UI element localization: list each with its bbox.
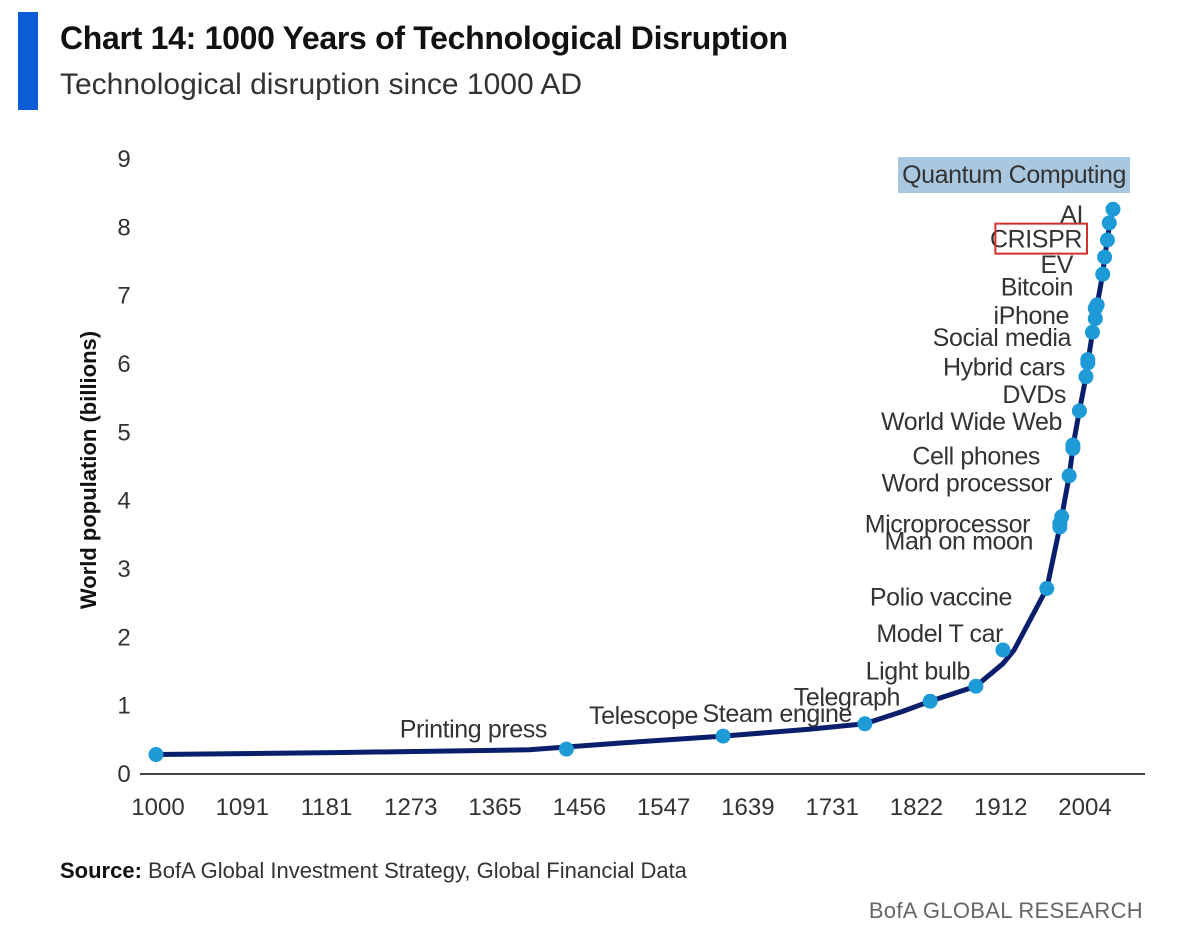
x-tick-label: 1456 (553, 794, 606, 821)
event-label: Telescope (589, 702, 698, 730)
y-tick-label: 3 (117, 556, 130, 583)
event-label: Man on moon (885, 528, 1033, 556)
y-tick-label: 6 (117, 351, 130, 378)
event-marker (1071, 403, 1087, 419)
event-marker (715, 728, 731, 744)
y-tick-label: 9 (117, 146, 130, 173)
event-label: Polio vaccine (870, 584, 1012, 612)
event-marker (995, 642, 1011, 658)
x-tick-label: 1731 (805, 794, 858, 821)
event-marker (1089, 297, 1105, 313)
data-point-marker (148, 747, 164, 763)
event-label: AI (1060, 201, 1083, 229)
chart-event-labels: Printing press Telescope Steam engineTeleg… (400, 157, 1130, 744)
event-label: Steam engine (703, 700, 852, 728)
event-label: Social media (933, 324, 1072, 352)
title-accent-bar (18, 12, 38, 110)
chart-markers (148, 201, 1121, 763)
y-tick-label: 2 (117, 624, 130, 651)
event-label: DVDs (1002, 381, 1066, 409)
event-label: Light bulb (866, 658, 970, 686)
data-point-marker (1101, 215, 1117, 231)
data-point-marker (1097, 249, 1113, 265)
event-label: Hybrid cars (943, 353, 1065, 381)
y-tick-label: 8 (117, 214, 130, 241)
x-tick-label: 1365 (468, 794, 521, 821)
event-label: CRISPR (990, 226, 1082, 254)
event-label: Microprocessor (865, 511, 1030, 539)
event-marker (857, 716, 873, 732)
chart-subtitle: Technological disruption since 1000 AD (60, 68, 582, 101)
event-marker (922, 693, 938, 709)
event-marker (1099, 232, 1115, 248)
x-tick-label: 1000 (131, 794, 184, 821)
event-marker (1065, 437, 1081, 453)
event-marker (1095, 266, 1111, 282)
event-marker (1054, 509, 1070, 525)
event-marker (968, 678, 984, 694)
event-marker (1061, 468, 1077, 484)
quantum-computing-label: Quantum Computing (902, 161, 1126, 189)
brand-footer: BofA GLOBAL RESEARCH (868, 898, 1143, 923)
event-marker (558, 741, 574, 757)
x-tick-label: 1822 (890, 794, 943, 821)
x-tick-label: 2004 (1058, 794, 1111, 821)
y-tick-label: 1 (117, 693, 130, 720)
source-label: Source: (60, 858, 142, 883)
event-marker (1105, 201, 1121, 217)
event-label: iPhone (994, 302, 1069, 330)
event-marker (1039, 581, 1055, 596)
chart-axes: 0 1 2 3 4 5 6 7 8 9 1000 1091 1181 1273 1365 1456 1547 16… (117, 146, 1145, 821)
event-label: Telegraph (794, 683, 900, 711)
x-tick-label: 1639 (721, 794, 774, 821)
y-tick-label: 4 (117, 488, 130, 515)
event-label: Cell phones (912, 442, 1040, 470)
x-tick-label: 1091 (216, 794, 269, 821)
event-label: Model T car (876, 620, 1003, 648)
event-marker (1080, 355, 1096, 371)
event-marker (1078, 369, 1094, 385)
quantum-highlight-background (898, 157, 1130, 193)
event-marker (1084, 324, 1100, 340)
y-tick-label: 7 (117, 283, 130, 310)
source-text: BofA Global Investment Strategy, Global … (148, 858, 687, 883)
event-label: Bitcoin (1001, 273, 1073, 301)
x-tick-label: 1181 (301, 794, 353, 821)
event-label: EV (1040, 251, 1073, 279)
event-label: Word processor (882, 470, 1052, 498)
event-label: World Wide Web (881, 408, 1062, 436)
x-tick-label: 1273 (384, 794, 437, 821)
y-axis-label: World population (billions) (76, 331, 101, 609)
data-point-marker (1087, 311, 1103, 327)
x-tick-label: 1912 (974, 794, 1027, 821)
crispr-highlight-box (994, 222, 1089, 255)
event-label: Printing press (400, 716, 547, 744)
y-tick-label: 0 (117, 761, 130, 788)
chart-title: Chart 14: 1000 Years of Technological Di… (60, 20, 788, 56)
x-tick-label: 1547 (637, 794, 690, 821)
source-note: Source: BofA Global Investment Strategy,… (60, 858, 687, 884)
y-tick-label: 5 (117, 419, 130, 446)
